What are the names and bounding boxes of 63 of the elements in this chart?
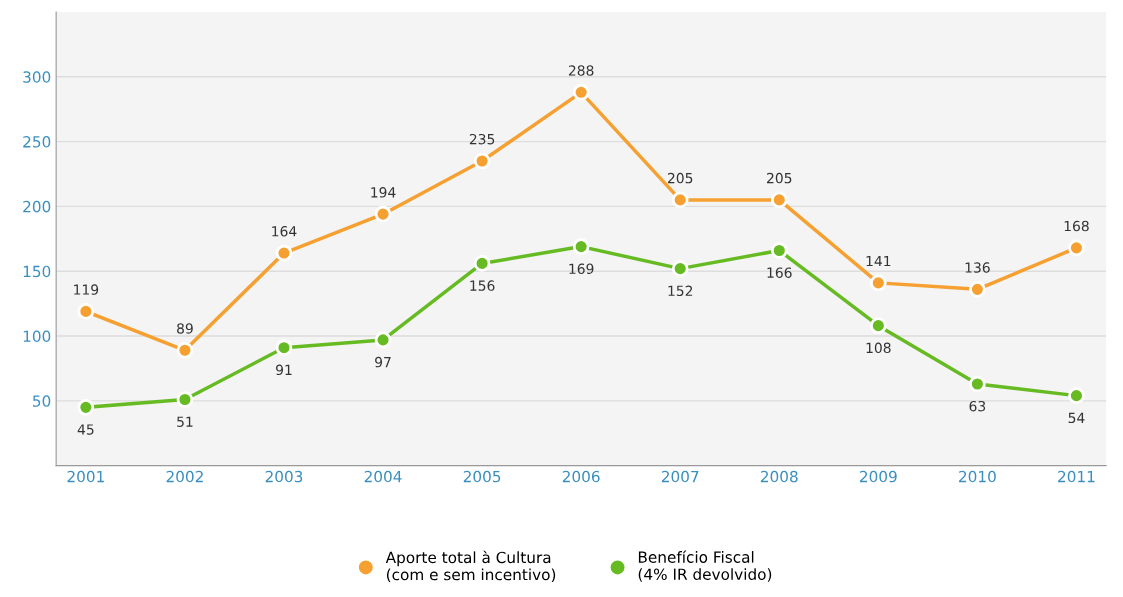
point: [671, 260, 689, 277]
data-label: 119: [74, 284, 99, 295]
data-label: 51: [177, 416, 193, 427]
data-label: 164: [272, 225, 297, 237]
x-tick-label: 2011: [1058, 470, 1095, 483]
data-label: 89: [177, 323, 193, 334]
legend-label: Aporte total à Cultura (com e sem incentivo): [385, 550, 556, 583]
point: [572, 238, 590, 255]
x-tick-label: 2010: [959, 470, 996, 483]
y-tick-label: 300: [23, 71, 51, 83]
data-label: 54: [1068, 412, 1085, 424]
data-label: 168: [1064, 220, 1089, 232]
x-tick-label: 2008: [760, 470, 798, 483]
y-tick-label: 150: [23, 265, 51, 278]
point: [671, 191, 689, 209]
x-tick-label: 2002: [166, 470, 203, 483]
x-tick-label: 2001: [67, 470, 104, 483]
point: [77, 303, 95, 320]
data-label: 136: [965, 262, 990, 273]
point: [869, 274, 887, 292]
x-tick-label: 2003: [265, 470, 303, 483]
y-tick-label: 50: [33, 395, 51, 407]
point: [176, 391, 194, 408]
x-tick-label: 2009: [860, 470, 897, 483]
data-label: 141: [866, 255, 891, 267]
data-label: 169: [569, 263, 594, 274]
point: [473, 255, 491, 272]
y-tick-label: 250: [23, 136, 51, 148]
data-label: 108: [866, 342, 891, 354]
point: [1068, 387, 1085, 404]
data-label: 45: [77, 424, 94, 435]
y-tick-label: 100: [23, 330, 51, 343]
point: [1068, 239, 1085, 257]
y-tick-label: 200: [23, 200, 51, 213]
point: [275, 339, 293, 357]
point: [374, 205, 392, 223]
x-tick-label: 2006: [562, 470, 600, 483]
data-label: 91: [276, 364, 292, 376]
point: [969, 281, 986, 298]
point: [770, 191, 788, 209]
point: [77, 398, 95, 416]
point: [572, 83, 590, 101]
data-label: 194: [371, 187, 396, 198]
point: [374, 331, 392, 349]
data-label: 288: [568, 65, 594, 76]
data-label: 205: [667, 172, 693, 184]
data-label: 205: [767, 172, 792, 184]
point: [969, 375, 986, 393]
point: [770, 242, 788, 259]
data-label: 156: [470, 280, 495, 291]
x-tick-label: 2007: [661, 470, 699, 483]
data-label: 97: [375, 356, 391, 368]
point: [473, 152, 491, 170]
point: [176, 341, 194, 359]
point: [275, 244, 293, 262]
data-label: 235: [469, 133, 495, 145]
x-tick-label: 2005: [463, 470, 501, 483]
legend-label: Benefício Fiscal (4% IR devolvido): [638, 550, 772, 582]
data-label: 166: [767, 267, 792, 278]
data-label: 63: [969, 400, 986, 412]
point: [869, 317, 887, 334]
data-label: 152: [668, 285, 693, 297]
x-tick-label: 2004: [364, 470, 402, 483]
